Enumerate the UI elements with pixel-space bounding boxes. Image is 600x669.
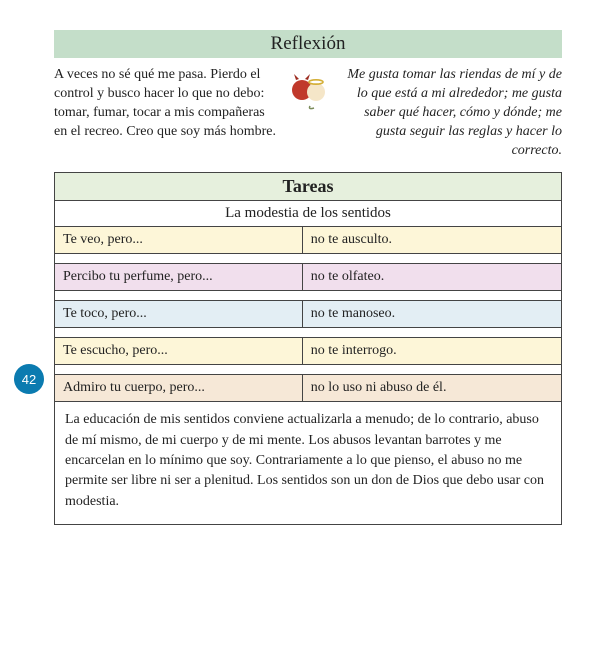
tareas-footer: La educación de mis sentidos conviene ac… (55, 402, 561, 523)
reflexion-header: Reflexión (54, 30, 562, 58)
devil-angel-icon (286, 68, 330, 112)
reflexion-left-text: A veces no sé qué me pasa. Pierdo el con… (54, 66, 282, 142)
sense-row: Te veo, pero...no te ausculto. (55, 227, 561, 254)
sense-row: Percibo tu perfume, pero...no te olfateo… (55, 264, 561, 291)
sense-left: Te toco, pero... (55, 301, 303, 327)
tareas-title: Tareas (55, 173, 561, 201)
row-gap (55, 328, 561, 338)
sense-right: no lo uso ni abuso de él. (303, 375, 561, 401)
tareas-table: Tareas La modestia de los sentidos Te ve… (54, 172, 562, 524)
row-gap (55, 291, 561, 301)
sense-left: Percibo tu perfume, pero... (55, 264, 303, 290)
sense-right: no te olfateo. (303, 264, 561, 290)
reflexion-body: A veces no sé qué me pasa. Pierdo el con… (54, 66, 562, 160)
sense-left: Te escucho, pero... (55, 338, 303, 364)
sense-row: Admiro tu cuerpo, pero...no lo uso ni ab… (55, 375, 561, 402)
reflexion-right-text: Me gusta tomar las riendas de mí y de lo… (334, 66, 562, 160)
sense-left: Te veo, pero... (55, 227, 303, 253)
sense-right: no te interrogo. (303, 338, 561, 364)
tareas-subtitle: La modestia de los sentidos (55, 201, 561, 227)
sense-left: Admiro tu cuerpo, pero... (55, 375, 303, 401)
row-gap (55, 365, 561, 375)
sense-right: no te ausculto. (303, 227, 561, 253)
row-gap (55, 254, 561, 264)
sense-row: Te escucho, pero...no te interrogo. (55, 338, 561, 365)
sense-right: no te manoseo. (303, 301, 561, 327)
page-number-badge: 42 (14, 364, 44, 394)
sense-row: Te toco, pero...no te manoseo. (55, 301, 561, 328)
